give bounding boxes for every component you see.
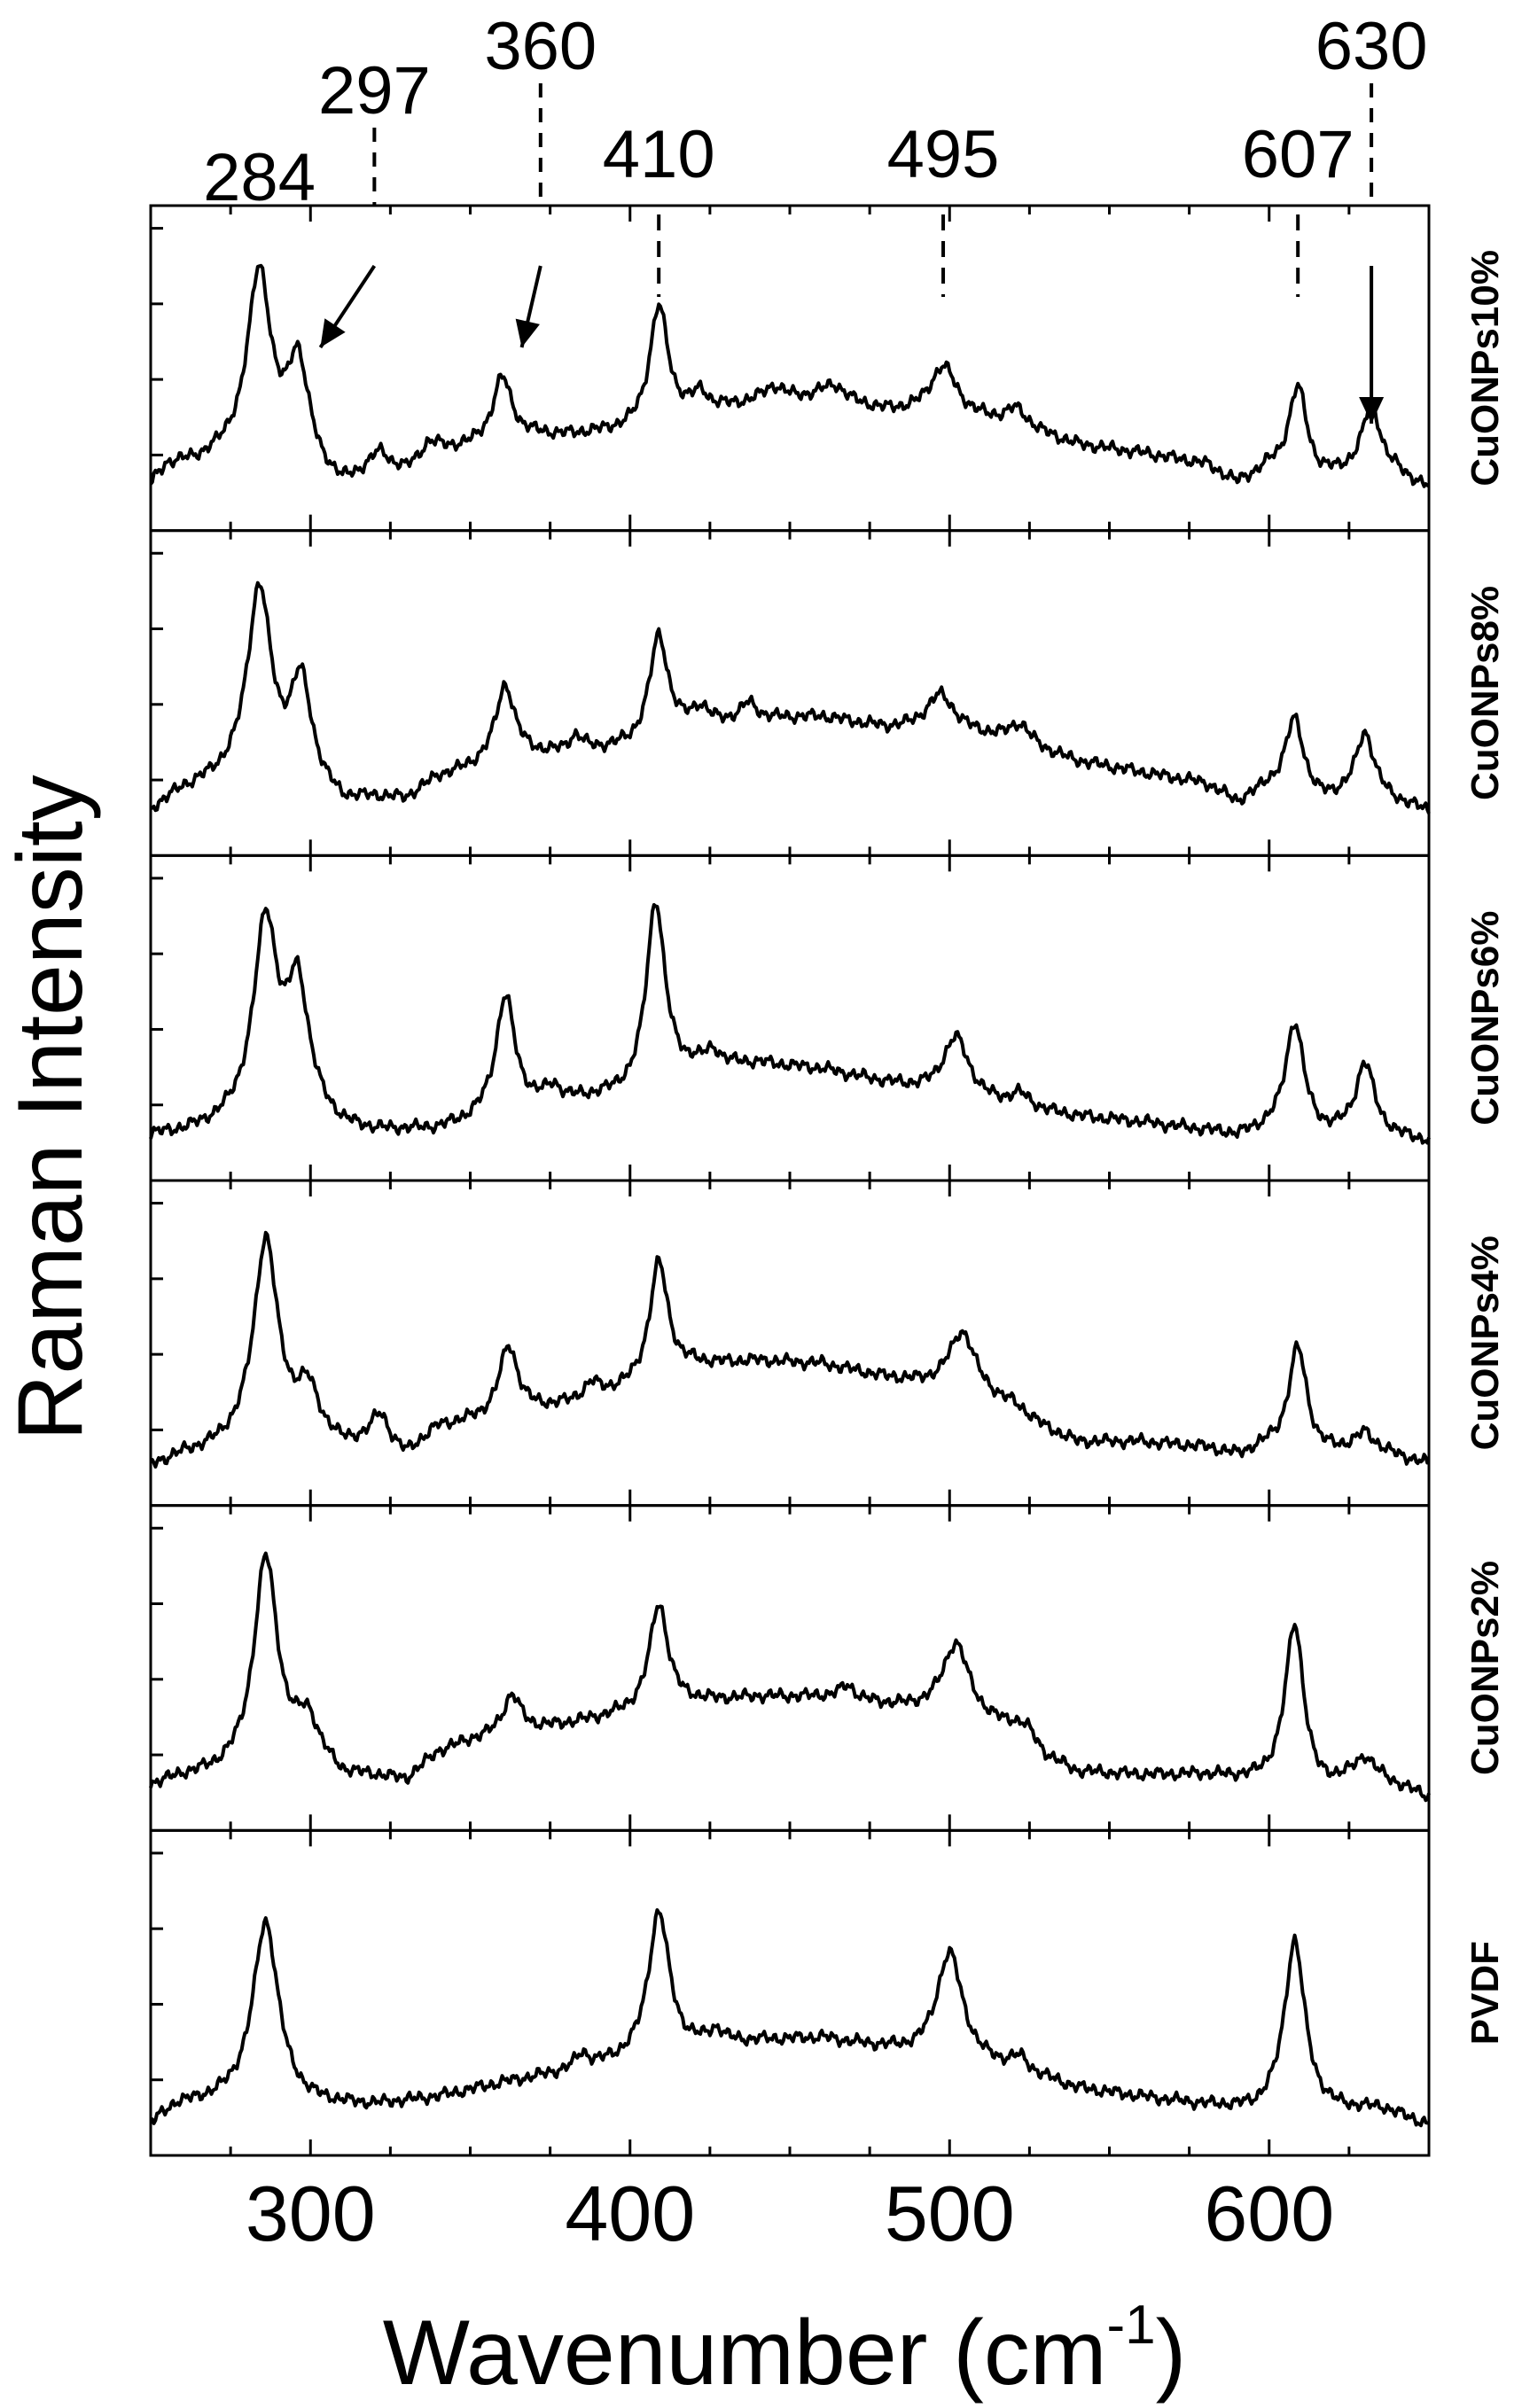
y-axis-title: Raman Intensity bbox=[0, 775, 102, 1440]
spectrum-line bbox=[150, 1908, 1430, 2128]
peak-annotation: 284 bbox=[203, 140, 316, 215]
panels-layer: CuONPs10% CuONPs8% CuONPs6% CuONPs4% CuONPs2… bbox=[149, 204, 1507, 2157]
panel-label: CuONPs2% bbox=[1463, 1561, 1507, 1775]
peak-arrow-head bbox=[1359, 397, 1385, 424]
spectrum-line bbox=[149, 263, 1431, 488]
panel-4: CuONPs4% bbox=[149, 1179, 1507, 1508]
peak-annotation: 297 bbox=[318, 53, 431, 349]
x-tick-label: 300 bbox=[246, 2170, 376, 2257]
panel-6: PVDF bbox=[149, 1828, 1507, 2157]
peak-annotation: 630 bbox=[1315, 9, 1428, 424]
x-tick-label: 600 bbox=[1204, 2170, 1334, 2257]
peak-label: 284 bbox=[203, 140, 316, 215]
peak-annotation: 607 bbox=[1242, 117, 1354, 297]
panel-1: CuONPs10% bbox=[149, 204, 1507, 533]
peak-label: 630 bbox=[1315, 9, 1428, 84]
panel-frame bbox=[149, 1828, 1431, 2157]
peak-annotation: 495 bbox=[887, 117, 1000, 297]
x-axis-title: Wavenumber (cm-1) bbox=[383, 2295, 1187, 2404]
panel-frame bbox=[149, 1179, 1431, 1508]
peak-label: 360 bbox=[484, 9, 597, 84]
x-axis-title-close: ) bbox=[1156, 2302, 1187, 2404]
x-tick-label: 500 bbox=[885, 2170, 1015, 2257]
peak-arrow-head bbox=[515, 318, 540, 347]
panel-label: CuONPs4% bbox=[1463, 1235, 1507, 1450]
spectrum-line bbox=[149, 581, 1431, 814]
peak-annotation: 360 bbox=[484, 9, 597, 348]
x-axis-title-superscript: -1 bbox=[1106, 2295, 1155, 2356]
panel-frame bbox=[149, 529, 1431, 857]
peak-arrow-head bbox=[320, 318, 346, 347]
peak-label: 607 bbox=[1242, 117, 1354, 192]
peak-label: 410 bbox=[603, 117, 715, 192]
peak-annotation: 410 bbox=[603, 117, 715, 297]
peak-label: 495 bbox=[887, 117, 1000, 192]
panel-label: PVDF bbox=[1463, 1941, 1507, 2045]
spectrum-line bbox=[149, 1551, 1431, 1803]
peak-label: 297 bbox=[318, 53, 431, 129]
x-axis-title-main: Wavenumber (cm bbox=[383, 2302, 1107, 2404]
panel-label: CuONPs10% bbox=[1463, 250, 1507, 487]
panel-2: CuONPs8% bbox=[149, 529, 1507, 857]
x-tick-label: 400 bbox=[565, 2170, 695, 2257]
spectrum-line bbox=[149, 1230, 1430, 1469]
panel-label: CuONPs8% bbox=[1463, 586, 1507, 800]
panel-label: CuONPs6% bbox=[1463, 911, 1507, 1126]
panel-frame bbox=[149, 1504, 1431, 1832]
x-axis: 300 400 500 600 bbox=[246, 2170, 1334, 2257]
panel-5: CuONPs2% bbox=[149, 1504, 1507, 1832]
panel-3: CuONPs6% bbox=[149, 853, 1507, 1182]
spectrum-line bbox=[149, 903, 1431, 1145]
